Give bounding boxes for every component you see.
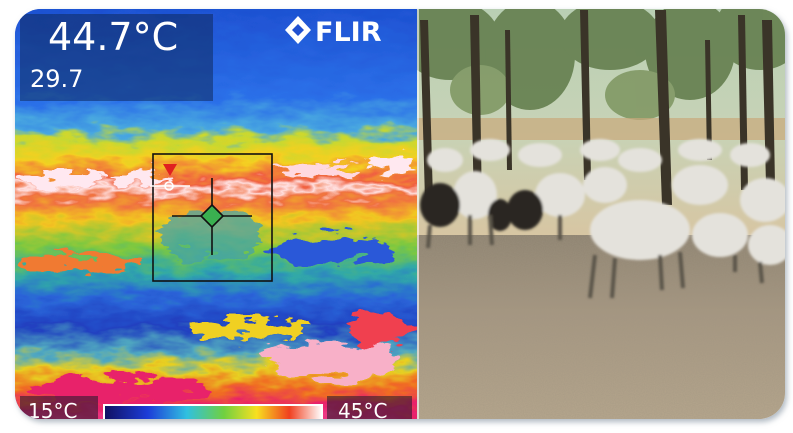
readout-box	[20, 14, 213, 101]
tree-trunks-part	[505, 30, 512, 170]
flir-logo-part	[292, 24, 304, 36]
tree-trunks-part	[580, 10, 591, 180]
sheep-flock-part-part	[610, 257, 617, 299]
color-scale-part	[20, 396, 98, 419]
tree-trunks-part	[655, 10, 672, 205]
sheep-flock-part-part	[740, 178, 785, 222]
thermal-bands-part	[190, 321, 310, 339]
foliage-part	[560, 9, 660, 70]
sheep-flock-part	[426, 214, 764, 299]
thermal-bands-part	[160, 210, 260, 260]
sheep-flock-part-part	[758, 261, 764, 284]
tree-trunks-part	[705, 40, 712, 160]
sheep-flock-part-part	[535, 173, 585, 217]
sheep-flock-part-part	[427, 148, 463, 172]
tree-trunks	[420, 10, 775, 210]
sheep-flock-part-part	[507, 190, 543, 230]
sheep-flock-part-part	[583, 167, 627, 203]
scale-min-label: 15°C	[28, 399, 77, 423]
sheep-flock-part-part	[748, 225, 785, 265]
sheep-flock-part-part	[590, 200, 690, 260]
thermal-bands-part	[15, 172, 105, 188]
sheep-flock-part-part	[470, 139, 510, 161]
sheep-flock-part-part	[588, 254, 597, 299]
sheep-flock-part-part	[692, 213, 748, 257]
thermal-image: 44.7°C 29.7 FLIR 15°C	[15, 9, 417, 423]
visible-photo	[417, 9, 785, 419]
crosshair-part	[164, 181, 174, 191]
scale-max-label: 45°C	[338, 399, 387, 423]
hot-spot-marker	[163, 164, 177, 176]
thermal-bands-part	[20, 255, 140, 275]
crosshair-part	[199, 203, 225, 229]
sheep-flock-part-part	[580, 139, 620, 161]
sheep-flock-part-part	[658, 254, 664, 291]
flir-logo: FLIR	[285, 16, 382, 48]
sheep-flock-part-part	[488, 214, 494, 246]
crosshair	[150, 153, 273, 282]
tree-trunks-part	[762, 20, 775, 185]
color-scale-part	[327, 396, 412, 419]
sheep-flock-part-part	[618, 148, 662, 172]
foliage-part	[605, 70, 675, 120]
sheep-flock	[420, 139, 785, 299]
thermal-bands-part	[260, 342, 400, 378]
sheep-flock-part	[427, 139, 785, 265]
sheep-flock-part-part	[730, 143, 770, 167]
sheep-flock-part-part	[420, 183, 460, 227]
sheep-flock-part-part	[518, 143, 562, 167]
brand-label: FLIR	[315, 17, 382, 48]
thermal-bands-part	[110, 171, 170, 185]
sheep-flock-part-part	[453, 171, 497, 219]
thermal-bands-part	[350, 312, 410, 348]
color-scale: 15°C 45°C	[20, 396, 412, 423]
sheep-flock-part-part	[426, 224, 432, 249]
thermal-bands-part	[280, 163, 360, 177]
color-scale-part	[103, 404, 323, 419]
sheep-flock-part-part	[488, 199, 512, 231]
secondary-reading: 29.7	[30, 65, 83, 93]
sheep-flock-part-part	[672, 165, 728, 205]
visible-photo-part	[417, 9, 419, 419]
crosshair-part	[152, 153, 273, 282]
temperature-reading: 44.7°C	[48, 15, 178, 59]
visible-photo-part	[417, 235, 785, 419]
sheep-flock-part	[420, 183, 543, 231]
sheep-flock-part-part	[678, 139, 722, 161]
sheep-flock-part-part	[678, 251, 685, 289]
tree-trunks-part	[470, 15, 482, 210]
thermal-bands-part	[270, 236, 390, 264]
thermal-bands-part	[370, 157, 417, 173]
